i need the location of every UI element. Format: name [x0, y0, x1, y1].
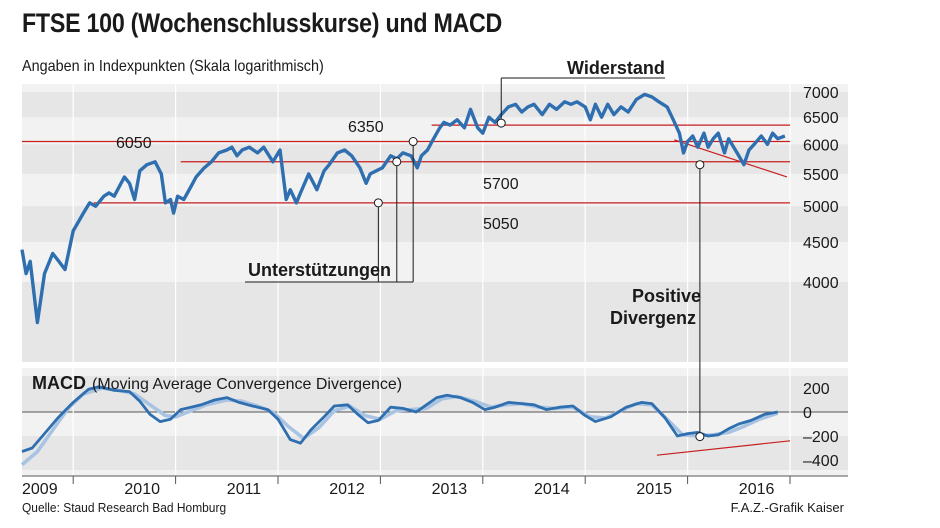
- chart-title: FTSE 100 (Wochenschlusskurse) und MACD: [22, 8, 503, 38]
- widerstand-marker: [496, 118, 506, 128]
- macd-y-ticks: –400 –200 0 200: [803, 381, 839, 470]
- divergence-marker-price: [695, 160, 705, 170]
- macd-ytick-0: 0: [803, 405, 812, 422]
- trend-line-macd: [656, 440, 791, 456]
- trend-line-price: [674, 139, 788, 178]
- divergence-label-line2: Divergenz: [610, 308, 696, 328]
- price-series: [20, 92, 786, 325]
- support-label: Unterstützungen: [248, 260, 391, 280]
- price-background-bands: [22, 84, 848, 362]
- annotations: Widerstand Unterstützungen PositiveDiverge…: [245, 58, 705, 442]
- xtick-2009: 2009: [22, 481, 58, 498]
- support-marker-0: [373, 198, 383, 208]
- chart-subtitle: Angaben in Indexpunkten (Skala logarithm…: [22, 58, 324, 75]
- price-band-2: [22, 206, 848, 243]
- price-band-0: [22, 92, 848, 118]
- macd-band-bottom: [22, 436, 848, 470]
- widerstand-label: Widerstand: [567, 58, 665, 78]
- macd-band-top: [22, 376, 848, 412]
- source-note: Quelle: Staud Research Bad Homburg: [22, 500, 227, 515]
- macd-ytick-200: 200: [803, 381, 830, 398]
- macd-ytick--400: –400: [803, 453, 839, 470]
- xtick-2013: 2013: [432, 481, 468, 498]
- support-marker-2: [408, 137, 418, 147]
- graphic-credit: F.A.Z.-Grafik Kaiser: [730, 500, 844, 515]
- xtick-2010: 2010: [124, 481, 160, 498]
- xtick-2011: 2011: [227, 481, 262, 498]
- level-label-6050: 6050: [116, 135, 152, 152]
- x-ticks: 2009 2010 2011 2012 2013 2014 2015 2016: [22, 481, 774, 498]
- price-ytick-7000: 7000: [803, 85, 839, 102]
- macd-series: [20, 385, 779, 467]
- macd-line: [21, 385, 778, 453]
- xtick-2014: 2014: [534, 481, 570, 498]
- level-label-6350: 6350: [348, 119, 384, 136]
- price-ytick-5500: 5500: [803, 167, 839, 184]
- price-band-low: [22, 282, 848, 362]
- xtick-2015: 2015: [636, 481, 672, 498]
- support-marker-1: [392, 157, 402, 167]
- divergence-label-line1: Positive: [632, 286, 701, 306]
- macd-title: MACD: [32, 373, 86, 393]
- price-ytick-6000: 6000: [803, 137, 839, 154]
- price-ytick-4500: 4500: [803, 235, 839, 252]
- price-line: [20, 92, 786, 325]
- macd-ytick--200: –200: [803, 429, 839, 446]
- xtick-2016: 2016: [739, 481, 775, 498]
- macd-subtitle: (Moving Average Convergence Divergence): [92, 376, 402, 393]
- level-label-5050: 5050: [483, 216, 519, 233]
- price-ytick-4000: 4000: [803, 275, 839, 292]
- year-separators: [22, 84, 848, 484]
- xtick-2012: 2012: [329, 481, 365, 498]
- level-label-5700: 5700: [483, 176, 519, 193]
- price-ytick-6500: 6500: [803, 110, 839, 127]
- divergence-marker-macd: [695, 432, 705, 442]
- price-ytick-5000: 5000: [803, 199, 839, 216]
- price-y-ticks: 4000 4500 5000 5500 6000 6500 7000: [803, 85, 839, 292]
